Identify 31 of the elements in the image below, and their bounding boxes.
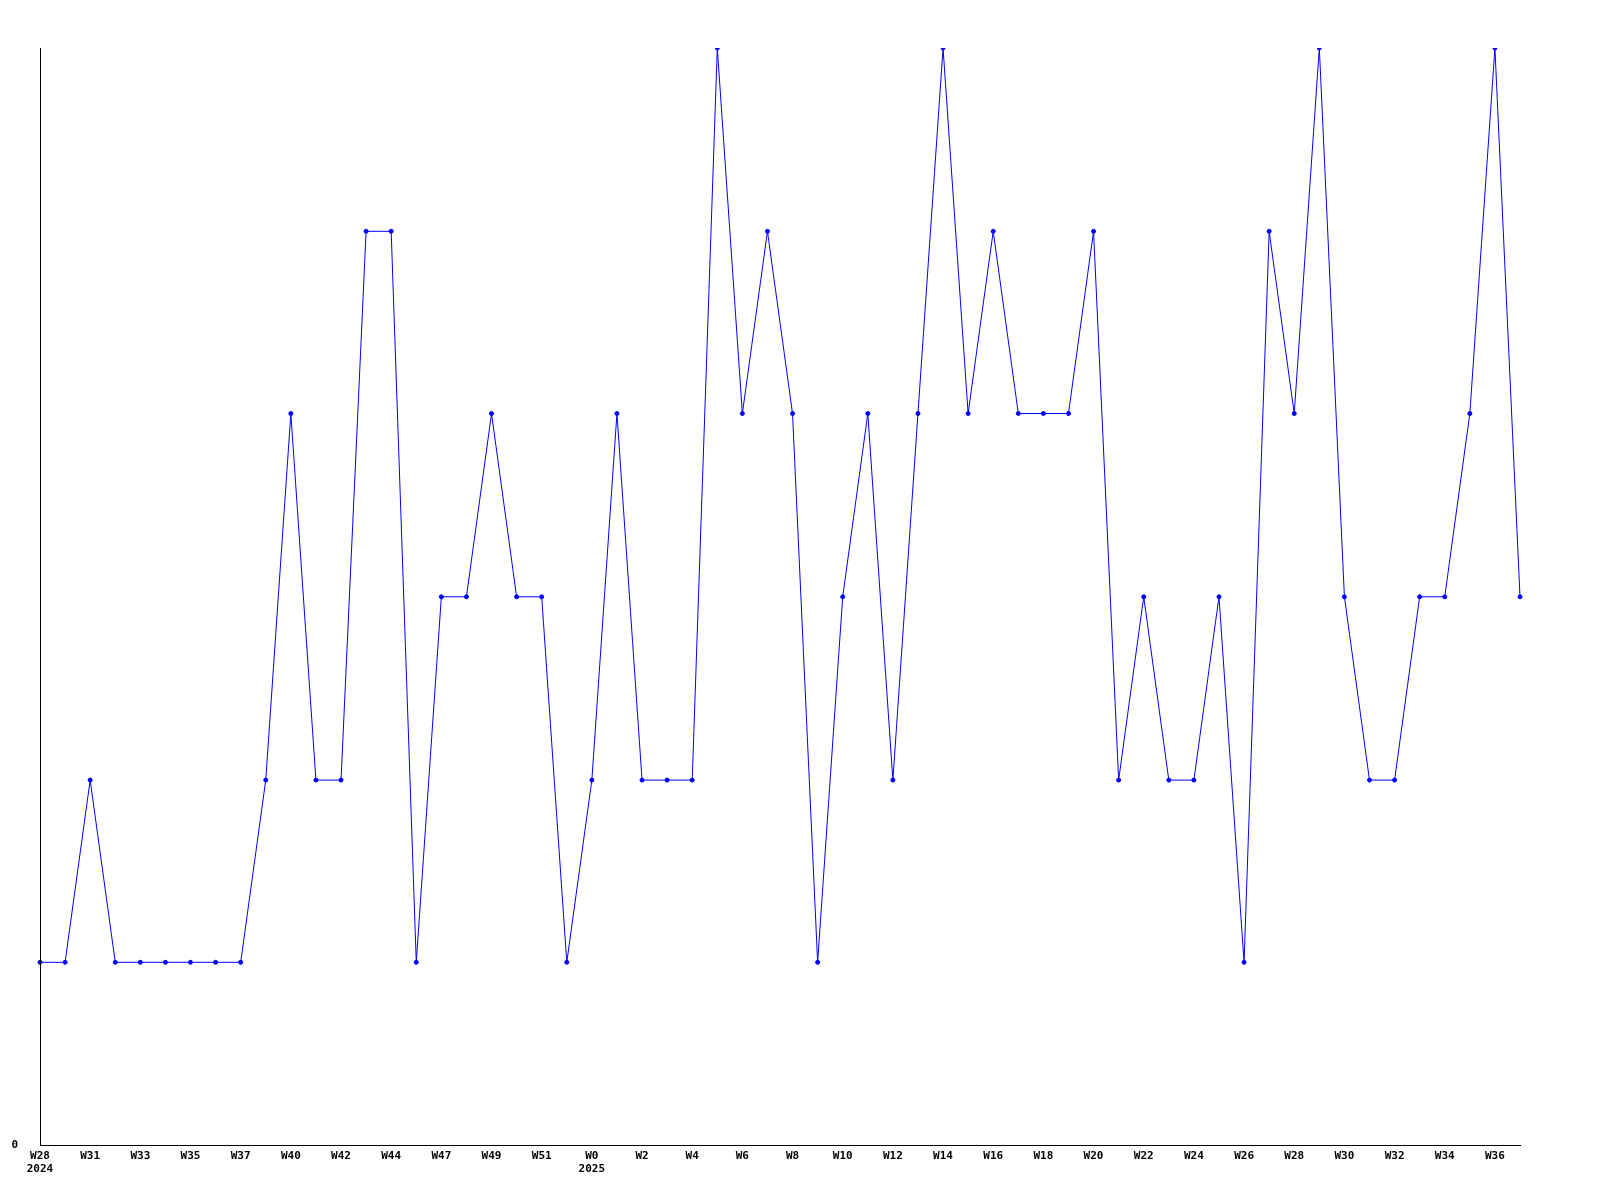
- x-tick-label: W4: [685, 1149, 700, 1163]
- x-tick-label: W44: [381, 1149, 402, 1163]
- text: 0: [11, 1138, 18, 1152]
- x-tick-label: W22: [1133, 1149, 1154, 1163]
- x-tick-label: W35: [180, 1149, 201, 1163]
- x-tick-label: W2: [635, 1149, 649, 1163]
- x-tick-label: W0 2025: [578, 1149, 606, 1176]
- x-tick-label: W28: [1284, 1149, 1305, 1163]
- x-tick-label: W37: [230, 1149, 251, 1163]
- x-tick-label: W49: [481, 1149, 502, 1163]
- x-tick-label: W18: [1033, 1149, 1054, 1163]
- x-tick-label: W30: [1334, 1149, 1355, 1163]
- x-tick-label: W8: [785, 1149, 800, 1163]
- x-tick-label: W26: [1234, 1149, 1255, 1163]
- x-tick-label: W34: [1434, 1149, 1456, 1163]
- x-tick-label: W16: [983, 1149, 1004, 1163]
- x-tick-label: W14: [933, 1149, 954, 1163]
- x-tick-label: W47: [431, 1149, 452, 1163]
- x-tick-label: W36: [1484, 1149, 1506, 1163]
- x-tick-label: W31: [80, 1149, 101, 1163]
- x-tick-label: W12: [882, 1149, 903, 1163]
- x-tick-label: W42: [331, 1149, 351, 1163]
- x-tick-label: W51: [531, 1149, 552, 1163]
- x-tick-label: W33: [130, 1149, 151, 1163]
- x-tick-label: W40: [280, 1149, 301, 1163]
- x-tick-label: W28 2024: [26, 1149, 54, 1176]
- x-tick-label: W20: [1083, 1149, 1104, 1163]
- x-tick-label: W6: [735, 1149, 750, 1163]
- x-tick-label: W10: [832, 1149, 853, 1163]
- x-tick-label: W24: [1183, 1149, 1205, 1163]
- x-tick-label: W32: [1384, 1149, 1405, 1163]
